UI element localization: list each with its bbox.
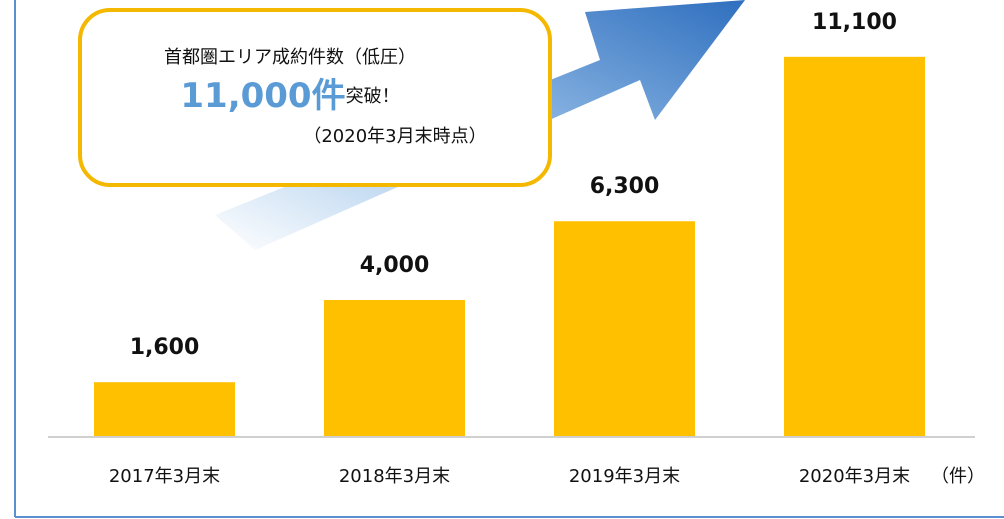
- callout-line2: 11,000件突破！: [180, 76, 399, 116]
- value-label: 1,600: [130, 335, 200, 360]
- x-tick-label: 2017年3月末: [109, 466, 220, 487]
- bar: [94, 382, 235, 437]
- value-label: 4,000: [360, 253, 430, 278]
- callout-line1: 首都圏エリア成約件数（低圧）: [164, 47, 416, 68]
- x-tick-label: 2019年3月末: [569, 466, 680, 487]
- callout-line3: （2020年3月末時点）: [303, 126, 486, 147]
- callout-box: [78, 8, 552, 187]
- x-tick-label: 2020年3月末: [799, 466, 910, 487]
- value-label: 6,300: [590, 174, 660, 199]
- bar: [324, 300, 465, 437]
- callout-highlight: 11,000件: [180, 76, 345, 116]
- unit-label: （件）: [931, 466, 985, 487]
- value-label: 11,100: [812, 10, 897, 35]
- bar: [554, 221, 695, 437]
- callout-suffix: 突破！: [346, 86, 400, 107]
- x-tick-label: 2018年3月末: [339, 466, 450, 487]
- bar: [784, 56, 925, 437]
